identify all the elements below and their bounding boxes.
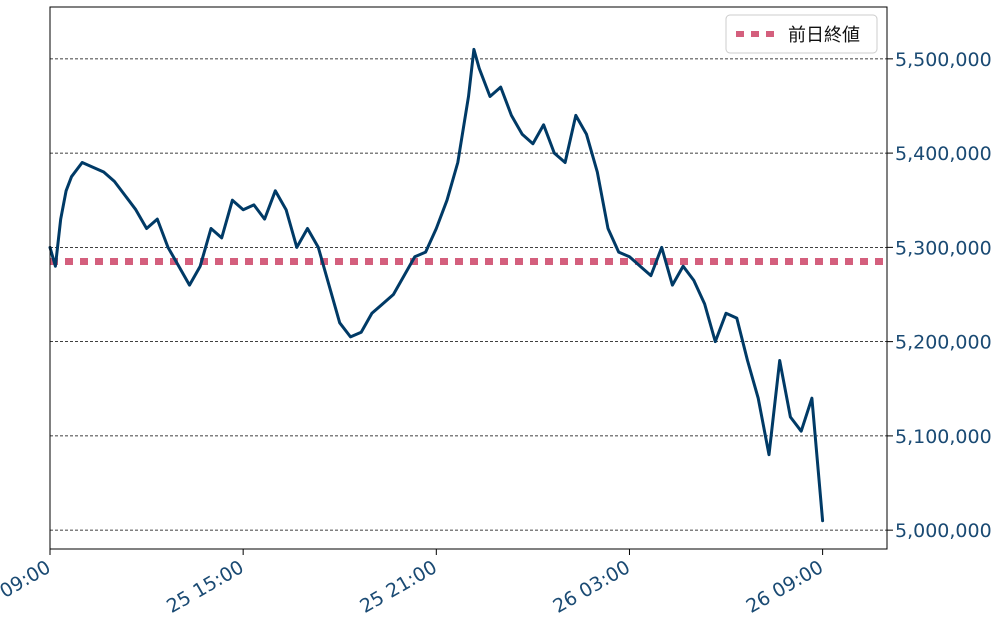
y-tick-label: 5,000,000 (895, 520, 992, 542)
y-axis: 5,000,000 5,100,000 5,200,000 5,300,000 5,40… (887, 49, 992, 542)
series-layer (48, 47, 825, 523)
x-tick-label: 25 09:00 (0, 556, 54, 618)
y-tick-label: 5,400,000 (895, 143, 992, 165)
y-tick-label: 5,100,000 (895, 426, 992, 448)
y-tick-label: 5,500,000 (895, 49, 992, 71)
legend-box (725, 14, 878, 54)
legend-label: 前日終値 (788, 25, 860, 46)
y-tick-label: 5,300,000 (895, 237, 992, 259)
legend: 前日終値 (725, 14, 878, 54)
x-tick-label: 25 21:00 (356, 556, 441, 618)
y-tick-label: 5,200,000 (895, 332, 992, 354)
x-tick-label: 26 09:00 (743, 556, 828, 618)
x-axis: 25 09:00 25 15:00 25 21:00 26 03:00 26 09:00 (0, 549, 827, 618)
x-tick-label: 25 15:00 (163, 556, 248, 618)
x-tick-label: 26 03:00 (549, 556, 634, 618)
plot-frame (49, 6, 888, 550)
price-series-line (48, 47, 825, 523)
grid-lines (50, 58, 887, 531)
